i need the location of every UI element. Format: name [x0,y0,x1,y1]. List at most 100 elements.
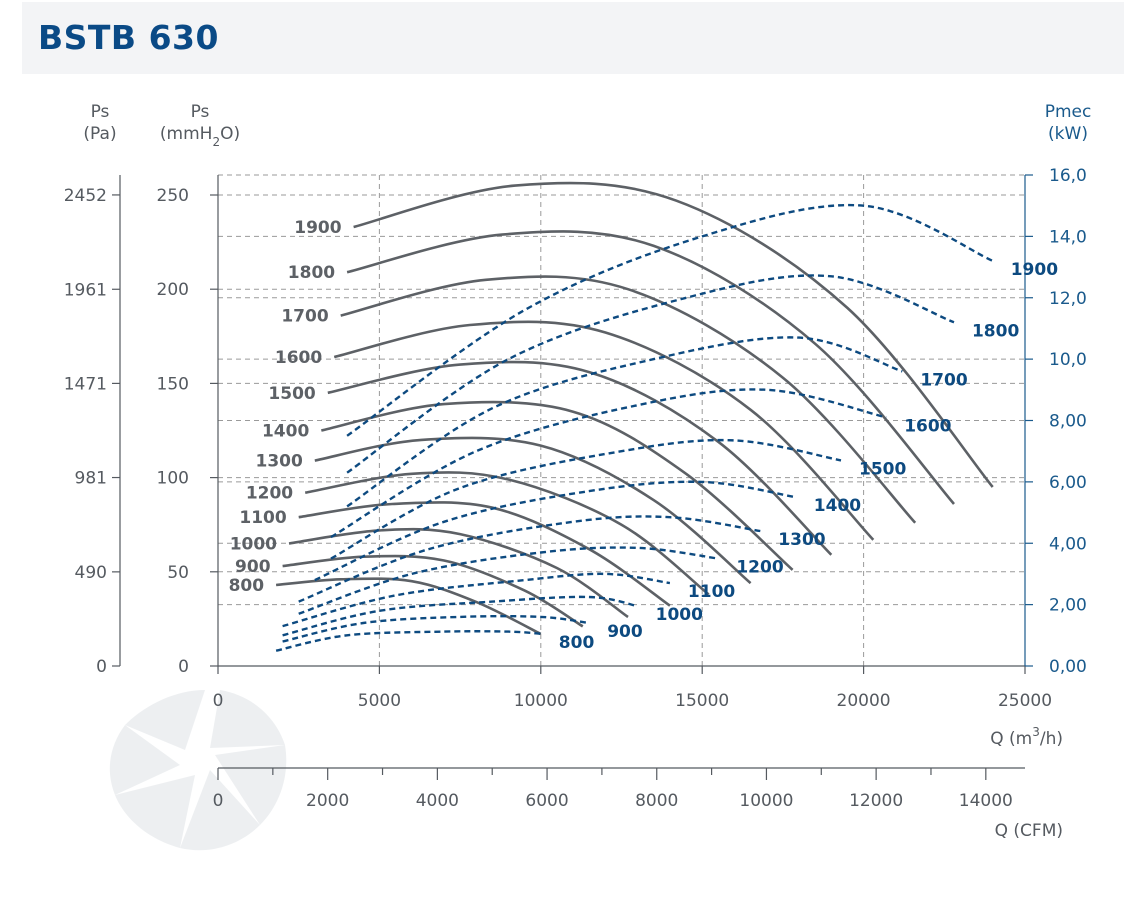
power-curve-label-1500: 1500 [859,459,906,479]
power-tick-label: 8,00 [1049,412,1087,432]
power-tick-label: 2,00 [1049,596,1087,616]
power-curve-800 [275,630,541,652]
power-curve-1800 [346,274,955,474]
cfm-tick-label: 4000 [416,791,459,811]
power-curve-label-1100: 1100 [688,582,735,602]
cfm-tick-label: 12000 [849,791,903,811]
pressure-curve-1600 [333,320,875,541]
pressure-curve-1000 [288,527,629,619]
power-curve-900 [282,614,590,643]
pa-tick-label: 1961 [64,280,107,300]
power-tick-label: 4,00 [1049,534,1087,554]
pressure-curve-label-1700: 1700 [281,307,328,327]
x-tick-label: 20000 [837,691,891,711]
power-curve-label-1200: 1200 [736,558,783,578]
y-tick-label: 0 [178,657,189,677]
x-tick-label: 15000 [675,691,729,711]
pressure-curve-label-1100: 1100 [239,508,286,528]
pressure-curve-label-900: 900 [235,557,271,577]
pressure-curve-label-1900: 1900 [294,218,341,238]
pressure-curve-label-1500: 1500 [268,384,315,404]
pressure-curve-1700 [340,275,917,524]
pa-tick-label: 2452 [64,186,107,206]
mm-axis-title-bottom: (mmH2O) [160,124,240,149]
cfm-tick-label: 14000 [959,791,1013,811]
power-curve-label-1800: 1800 [972,321,1019,341]
y-tick-label: 100 [157,469,189,489]
pa-tick-label: 981 [75,469,107,489]
mm-axis-title-tail: O) [220,124,240,144]
power-curve-1100 [282,572,671,628]
x-tick-label: 25000 [998,691,1052,711]
pressure-curve-900 [282,554,584,628]
x-axis-title-tail: /h) [1040,729,1063,749]
power-curve-label-1900: 1900 [1011,260,1058,280]
pa-tick-label: 0 [96,657,107,677]
pa-tick-label: 490 [75,563,107,583]
power-axis-title-top: Pmec [1045,102,1092,122]
power-curve-1000 [282,595,638,637]
cfm-axis-title: Q (CFM) [995,821,1063,841]
x-axis-title-sup: 3 [1032,725,1040,739]
power-curve-label-1300: 1300 [778,530,825,550]
mm-axis-title-sub: 2 [212,135,220,149]
power-curve-1200 [298,546,719,615]
pressure-curve-1500 [327,360,833,556]
power-tick-label: 14,0 [1049,227,1087,247]
pressure-curve-label-1300: 1300 [256,452,303,472]
power-tick-label: 12,0 [1049,289,1087,309]
x-tick-label: 5000 [358,691,401,711]
pressure-curve-800 [275,577,542,636]
pressure-curve-1300 [314,436,752,585]
x-tick-label: 10000 [514,691,568,711]
y-tick-label: 150 [157,374,189,394]
power-curve-label-1700: 1700 [920,370,967,390]
power-curve-1600 [330,388,887,539]
power-tick-label: 10,0 [1049,350,1087,370]
pressure-curve-label-800: 800 [229,576,265,596]
pressure-curve-1800 [346,230,955,505]
power-tick-label: 6,00 [1049,473,1087,493]
power-curve-label-1600: 1600 [904,416,951,436]
pressure-curve-label-1800: 1800 [288,263,335,283]
power-tick-label: 0,00 [1049,657,1087,677]
power-curve-1300 [298,515,761,603]
power-curve-label-1400: 1400 [814,496,861,516]
page-title: BSTB 630 [38,18,219,57]
power-curve-label-1000: 1000 [656,605,703,625]
pressure-curve-label-1400: 1400 [262,422,309,442]
mm-axis-title-top: Ps [191,102,210,122]
x-axis-title: Q (m3/h) [990,725,1063,749]
power-curve-1700 [346,336,903,508]
power-curve-1500 [330,438,842,560]
y-tick-label: 200 [157,280,189,300]
power-curve-1900 [346,203,994,437]
pressure-curve-label-1600: 1600 [275,348,322,368]
cfm-tick-label: 10000 [739,791,793,811]
ventel-watermark-logo [109,690,287,851]
cfm-tick-label: 8000 [635,791,678,811]
power-curve-1400 [314,480,796,582]
x-tick-label: 0 [213,691,224,711]
pa-axis-title-bottom: (Pa) [83,124,116,144]
power-tick-label: 16,0 [1049,166,1087,186]
mm-axis-title-base: (mmH [160,124,213,144]
cfm-tick-label: 0 [213,791,224,811]
title-bar: BSTB 630 [22,2,1124,74]
power-curve-label-800: 800 [559,633,595,653]
pressure-curve-label-1000: 1000 [230,535,277,555]
pressure-curve-1900 [353,181,994,488]
power-axis-title-bottom: (kW) [1048,124,1088,144]
pa-tick-label: 1471 [64,374,107,394]
pa-axis-title-top: Ps [91,102,110,122]
y-tick-label: 50 [167,563,189,583]
chart-axes: 0 490 981 1471 1961 2452 0 50 100 150 200 250 0 5000 1… [64,166,1087,811]
cfm-tick-label: 6000 [525,791,568,811]
x-axis-title-base: Q (m [990,729,1032,749]
pressure-curve-label-1200: 1200 [246,484,293,504]
y-tick-label: 250 [157,186,189,206]
axis-labels: Ps (Pa) Ps (mmH2O) Pmec (kW) Q (m3/h) Q … [83,102,1091,841]
pressure-curve-1100 [298,501,671,607]
